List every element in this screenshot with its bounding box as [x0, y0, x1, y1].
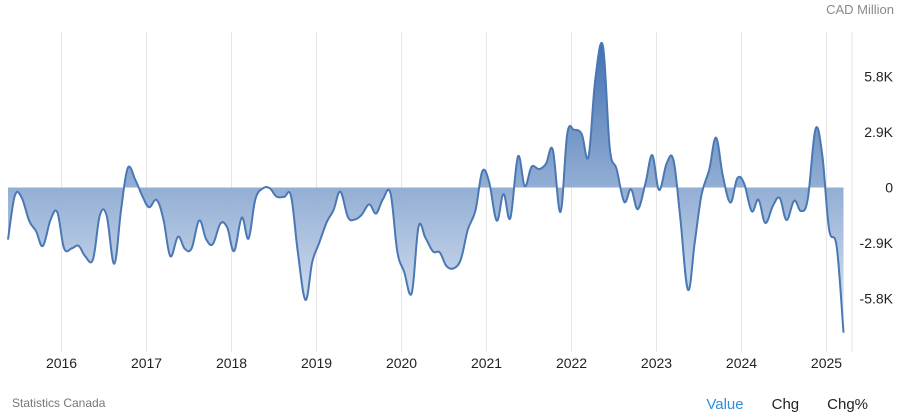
x-tick-label: 2023	[641, 355, 672, 371]
x-tick-label: 2025	[811, 355, 842, 371]
x-tick-label: 2016	[46, 355, 77, 371]
y-tick-label: -2.9K	[860, 235, 894, 251]
y-tick-label: 2.9K	[864, 124, 893, 140]
tab-chg[interactable]: Chg	[771, 396, 800, 413]
y-tick-label: -5.8K	[860, 291, 894, 307]
x-tick-label: 2024	[726, 355, 757, 371]
unit-label: CAD Million	[826, 2, 894, 17]
tab-value[interactable]: Value	[706, 396, 744, 413]
x-tick-label: 2018	[216, 355, 247, 371]
x-tick-label: 2017	[131, 355, 162, 371]
source-label: Statistics Canada	[12, 396, 106, 410]
y-axis-ticks: 5.8K 2.9K 0 -2.9K -5.8K	[860, 68, 894, 306]
area-fill	[8, 42, 844, 333]
x-tick-label: 2021	[471, 355, 502, 371]
x-axis-ticks: 2016 2017 2018 2019 2020 2021 2022 2023 2024 2025	[46, 355, 842, 371]
x-tick-label: 2022	[556, 355, 587, 371]
data-area	[7, 42, 845, 333]
y-tick-label: 5.8K	[864, 68, 893, 84]
y-tick-label: 0	[885, 180, 893, 196]
view-tabs: Value Chg Chg%	[706, 396, 868, 413]
x-tick-label: 2019	[301, 355, 332, 371]
x-tick-label: 2020	[386, 355, 417, 371]
series-line	[7, 42, 845, 333]
tab-chg-percent[interactable]: Chg%	[827, 396, 868, 413]
